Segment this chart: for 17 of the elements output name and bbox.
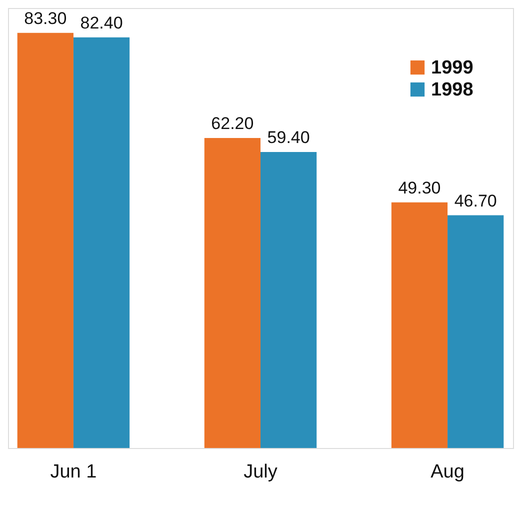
data-label: 83.30	[24, 8, 67, 28]
bar	[17, 32, 74, 448]
x-tick-label: July	[244, 462, 278, 482]
x-tick-label: Aug	[430, 462, 464, 482]
bar	[73, 37, 130, 448]
bar	[260, 152, 317, 448]
bar	[391, 202, 448, 448]
x-tick-label: Jun 1	[50, 462, 97, 482]
data-label: 59.40	[267, 128, 310, 147]
data-label: 46.70	[454, 191, 497, 210]
legend-label: 1998	[431, 80, 474, 100]
data-label: 62.20	[211, 114, 254, 134]
bar	[204, 138, 260, 448]
data-label: 49.30	[398, 178, 441, 198]
data-label: 82.40	[80, 13, 123, 32]
bar	[448, 215, 504, 448]
legend-label: 1999	[431, 58, 474, 78]
